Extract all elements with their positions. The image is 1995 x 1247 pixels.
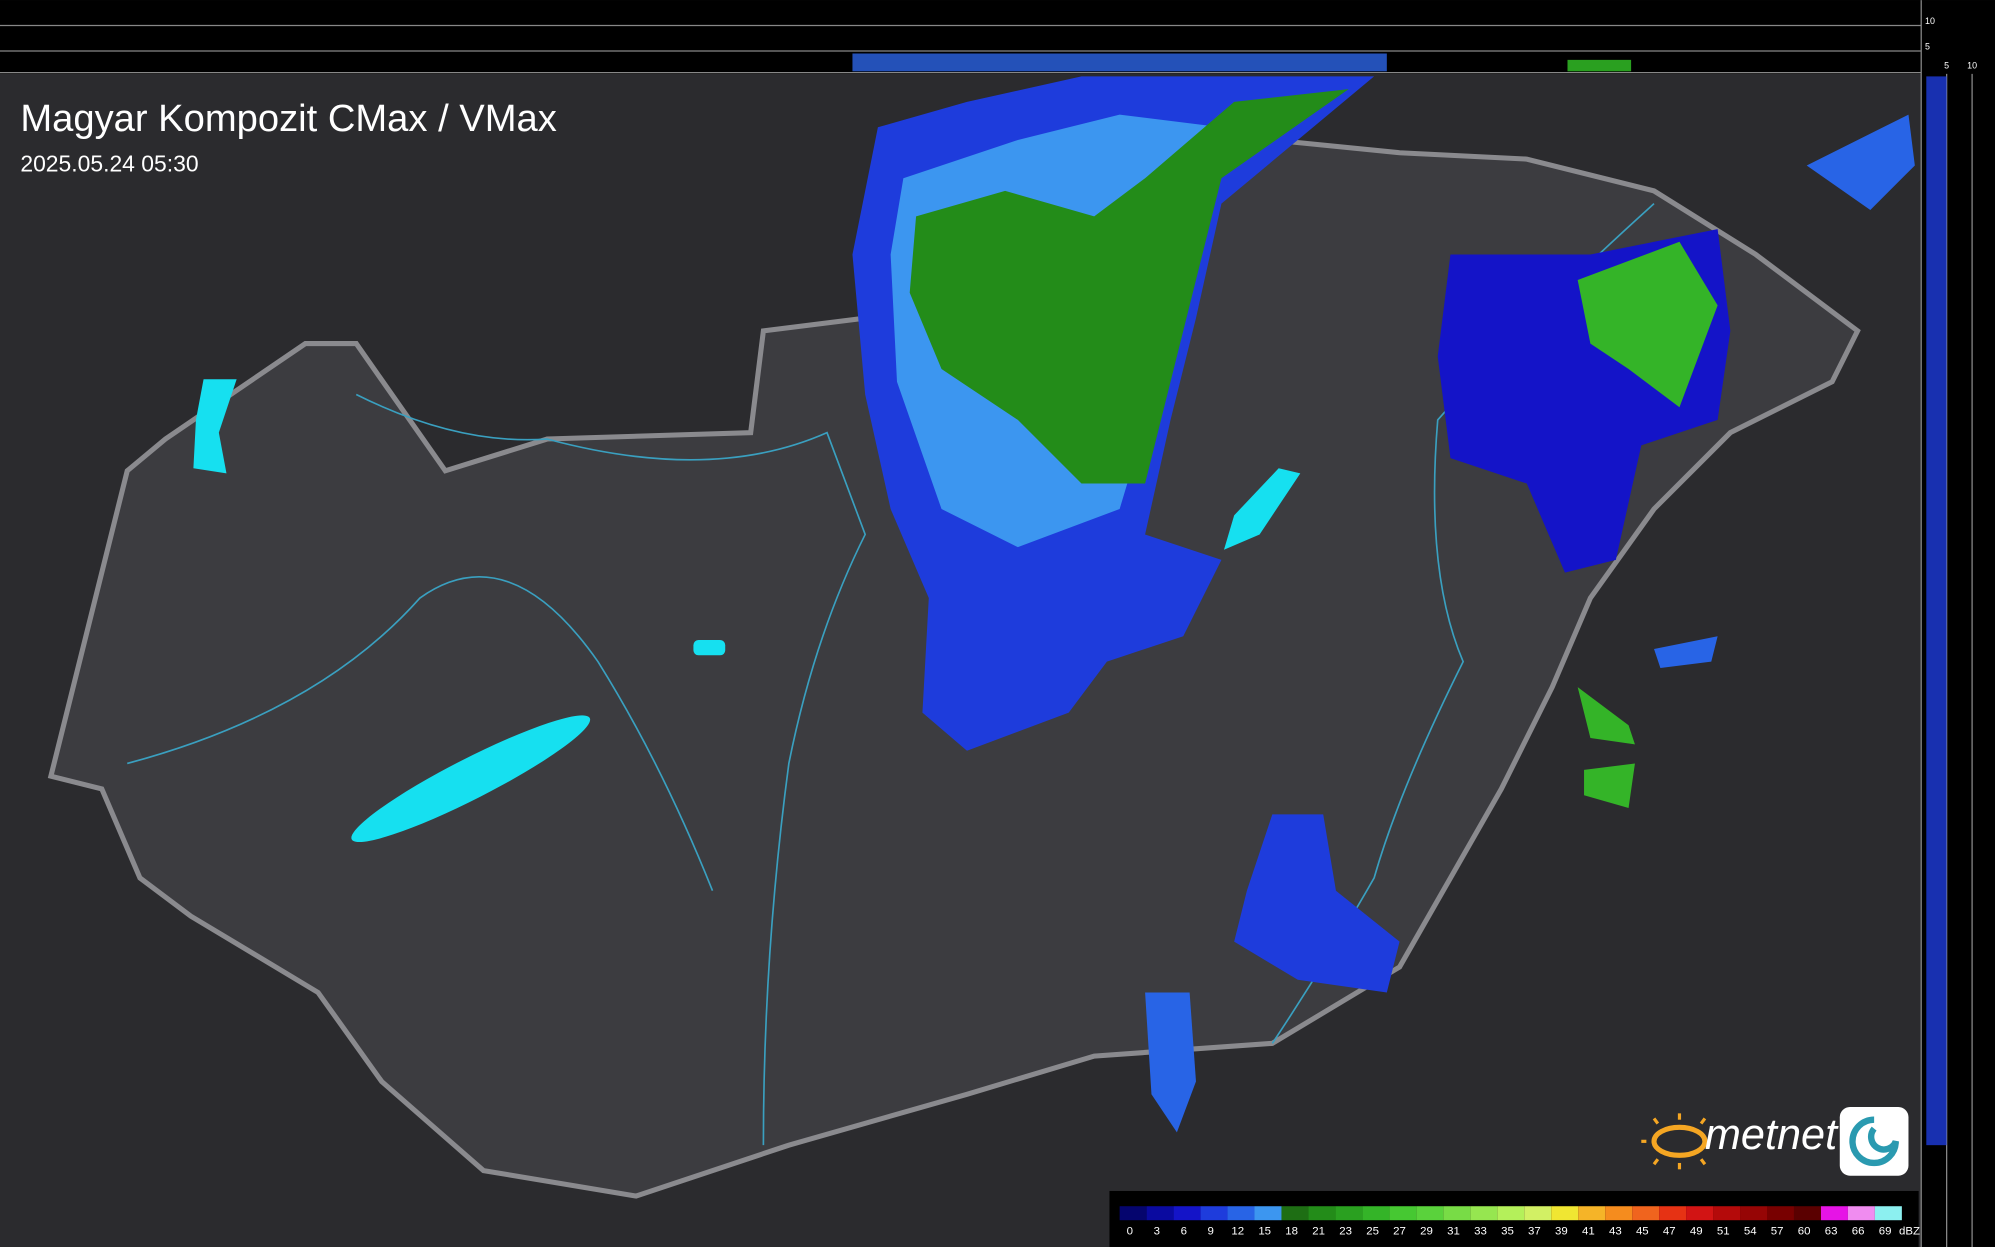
logo-sun-ring [1651,1124,1708,1158]
side-tick: 5 [1944,61,1949,71]
legend-label: 63 [1825,1226,1838,1238]
legend-label: 9 [1208,1226,1214,1238]
side-tick: 10 [1925,16,1935,26]
legend-swatch [1146,1206,1174,1221]
legend-swatch [1874,1206,1902,1221]
lake [351,715,591,843]
legend-swatch [1632,1206,1660,1221]
legend-label: 51 [1717,1226,1730,1238]
top-echo [852,53,1387,72]
legend-label: 0 [1127,1226,1133,1238]
legend-label: 60 [1798,1226,1811,1238]
legend-swatch [1820,1206,1848,1221]
echo [1577,241,1718,408]
legend-label: 54 [1744,1226,1757,1238]
legend-label: 57 [1771,1226,1784,1238]
legend-label: 12 [1231,1226,1244,1238]
legend-swatch [1227,1206,1255,1221]
echo [1654,114,1915,669]
title: Magyar Kompozit CMax / VMax [20,97,556,140]
radar-echoes [852,76,1915,1133]
legend-swatch [1416,1206,1444,1221]
legend-label: 33 [1474,1226,1487,1238]
side-echo [1926,76,1947,1146]
river [127,576,714,891]
legend-label: 35 [1501,1226,1514,1238]
legend-label: 49 [1690,1226,1703,1238]
echo [1145,992,1196,1133]
echo [1577,687,1635,808]
side-tick: 10 [1967,61,1977,71]
legend-label: 66 [1852,1226,1865,1238]
legend-swatch [1524,1206,1552,1221]
logo-sun [1641,1113,1708,1170]
top-echo [1567,59,1632,72]
legend-unit: dBZ [1899,1226,1920,1238]
logo-swirl [1849,1116,1899,1167]
legend-swatch [1308,1206,1336,1221]
timestamp: 2025.05.24 05:30 [20,151,198,177]
legend: 0 3 6 9 12 15 18 21 23 25 27 29 31 33 35 37 39 41 43 45 47 49… [1119,1206,1920,1238]
legend-swatch [1362,1206,1390,1221]
legend-swatch [1767,1206,1794,1221]
legend-swatch [1281,1206,1309,1221]
legend-swatch [1847,1206,1875,1221]
legend-label: 39 [1555,1226,1568,1238]
legend-swatch [1793,1206,1821,1221]
legend-label: 37 [1528,1226,1541,1238]
legend-label: 25 [1366,1226,1379,1238]
legend-label: 3 [1154,1226,1160,1238]
logo-text: metnet [1705,1111,1839,1159]
legend-swatch [1389,1206,1417,1221]
river [355,393,867,1146]
legend-label: 18 [1285,1226,1298,1238]
legend-swatch [1200,1206,1228,1221]
lake [693,640,726,656]
side-tick: 5 [1925,41,1930,51]
echo [909,89,1349,484]
legend-label: 47 [1663,1226,1676,1238]
legend-swatch [1713,1206,1741,1221]
legend-label: 31 [1447,1226,1460,1238]
legend-label: 23 [1339,1226,1352,1238]
legend-label: 43 [1609,1226,1622,1238]
legend-label: 15 [1258,1226,1271,1238]
legend-label: 41 [1582,1226,1595,1238]
echo [1234,814,1400,993]
legend-swatch [1173,1206,1201,1221]
legend-swatch [1254,1206,1282,1221]
legend-label: 27 [1393,1226,1406,1238]
logo-sun-rays [1641,1113,1707,1170]
legend-swatch [1443,1206,1471,1221]
lake [1223,468,1301,550]
legend-label: 45 [1636,1226,1649,1238]
legend-swatch [1605,1206,1633,1221]
legend-label: 29 [1420,1226,1433,1238]
lakes [193,379,1301,843]
legend-swatch [1119,1206,1147,1221]
legend-label: 6 [1181,1226,1187,1238]
legend-swatch [1497,1206,1525,1221]
legend-swatch [1740,1206,1767,1221]
legend-swatch [1470,1206,1498,1221]
legend-swatch [1659,1206,1687,1221]
legend-swatch [1551,1206,1579,1221]
legend-label: 69 [1879,1226,1892,1238]
legend-swatch [1578,1206,1606,1221]
legend-swatch [1686,1206,1714,1221]
lake [193,379,237,474]
legend-swatch [1335,1206,1363,1221]
legend-label: 21 [1312,1226,1325,1238]
